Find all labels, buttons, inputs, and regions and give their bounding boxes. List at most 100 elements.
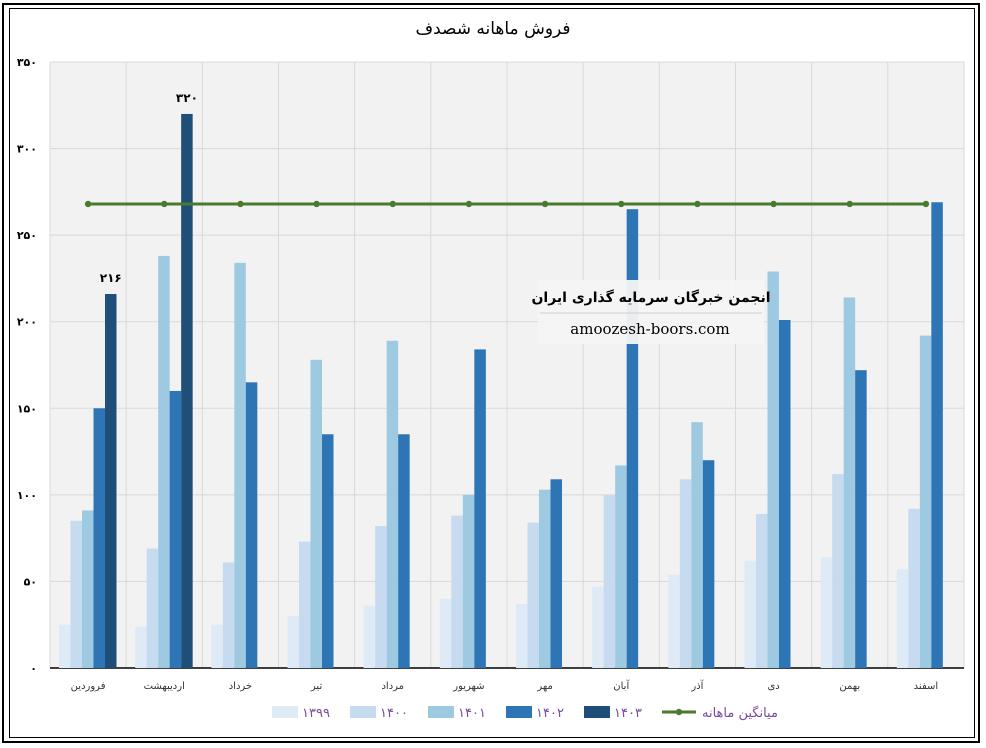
bar xyxy=(375,526,387,668)
bar xyxy=(527,522,539,668)
bar xyxy=(146,548,159,668)
legend-label: ۱۴۰۱ xyxy=(458,706,486,721)
x-tick-label: مهر xyxy=(536,681,552,692)
bar xyxy=(158,255,170,669)
chart-title: فروش ماهانه شصدف xyxy=(415,19,570,39)
bar xyxy=(310,359,322,668)
bar xyxy=(93,408,105,668)
bar xyxy=(919,335,932,668)
bar xyxy=(181,113,193,668)
legend-swatch xyxy=(506,706,532,718)
average-line xyxy=(84,200,930,208)
x-tick-label: آذر xyxy=(690,679,704,692)
y-tick-label: ۱۵۰ xyxy=(17,402,37,415)
bar xyxy=(222,562,235,668)
bar xyxy=(82,510,94,668)
bar xyxy=(70,520,82,668)
x-tick-label: فروردین xyxy=(71,681,106,692)
bar xyxy=(363,605,376,668)
x-tick-label: بهمن xyxy=(839,681,860,692)
y-tick-label: ۳۵۰ xyxy=(17,56,37,69)
legend-swatch xyxy=(350,706,376,718)
bar xyxy=(550,479,562,668)
x-tick-label: شهریور xyxy=(452,681,484,692)
bar xyxy=(855,370,867,668)
average-line-point xyxy=(694,200,701,208)
legend-label: ۱۴۰۰ xyxy=(380,706,408,721)
watermark-box xyxy=(538,280,764,344)
bar xyxy=(322,434,334,668)
y-tick-label: ۱۰۰ xyxy=(17,489,37,502)
average-line-point xyxy=(237,200,244,208)
average-line-point xyxy=(465,200,473,208)
bar xyxy=(691,422,703,668)
bar xyxy=(539,489,551,668)
bar xyxy=(779,319,791,668)
legend-label: ۱۴۰۲ xyxy=(536,706,564,721)
x-tick-label: خرداد xyxy=(229,681,252,692)
data-label: ۳۲۰ xyxy=(176,91,198,105)
average-line-point xyxy=(313,200,320,208)
bar xyxy=(59,624,71,668)
data-labels: ۲۱۶ ۳۲۰ xyxy=(100,91,198,285)
bar xyxy=(516,603,528,668)
average-line-point xyxy=(922,200,930,208)
bar xyxy=(474,349,486,668)
bar xyxy=(679,479,692,668)
bar xyxy=(211,624,223,668)
bar xyxy=(287,616,299,668)
bar xyxy=(908,508,920,668)
legend-label: ۱۳۹۹ xyxy=(302,706,330,721)
outer-frame xyxy=(2,3,980,743)
average-line-point xyxy=(389,200,396,208)
watermark-url: amoozesh-boors.com xyxy=(570,320,729,338)
legend-line-marker xyxy=(675,708,683,716)
bar xyxy=(767,271,779,668)
average-line-point xyxy=(846,200,853,208)
bar xyxy=(439,598,452,668)
bars xyxy=(59,113,943,669)
y-tick-label: ۲۵۰ xyxy=(17,229,37,242)
bar xyxy=(105,294,117,668)
bar xyxy=(832,474,844,668)
bar xyxy=(896,569,909,668)
x-tick-label: اسفند xyxy=(914,681,938,692)
y-tick-label: ۲۰۰ xyxy=(17,316,37,329)
average-line-point xyxy=(618,200,625,208)
bar xyxy=(615,465,627,668)
legend-label: ۱۴۰۳ xyxy=(614,706,642,721)
bar xyxy=(451,515,463,668)
average-line-point xyxy=(770,200,777,208)
x-tick-label: اردیبهشت xyxy=(144,681,185,692)
bar xyxy=(702,460,715,668)
bar xyxy=(744,560,756,668)
inner-frame xyxy=(9,8,975,738)
x-tick-label: دی xyxy=(767,681,779,692)
legend-swatch xyxy=(584,706,610,718)
grid xyxy=(49,61,965,669)
bar xyxy=(820,557,833,668)
bar xyxy=(603,494,616,668)
x-tick-label: آبان xyxy=(613,679,630,692)
bar xyxy=(234,262,246,668)
watermark: انجمن خبرگان سرمایه گذاری ایران amoozesh… xyxy=(531,280,771,344)
bar xyxy=(299,541,311,668)
y-tick-label: ۵۰ xyxy=(24,575,37,588)
bar xyxy=(398,434,410,668)
y-tick-label: ۳۰۰ xyxy=(17,143,37,156)
average-line-point xyxy=(84,200,92,208)
watermark-title: انجمن خبرگان سرمایه گذاری ایران xyxy=(531,289,770,306)
bar xyxy=(626,209,639,668)
bar xyxy=(668,574,680,668)
x-tick-label: تیر xyxy=(310,681,323,692)
y-axis: ۰ ۵۰ ۱۰۰ ۱۵۰ ۲۰۰ ۲۵۰ ۳۰۰ ۳۵۰ xyxy=(17,56,37,675)
bar xyxy=(756,513,768,668)
bar xyxy=(169,390,182,668)
data-label: ۲۱۶ xyxy=(100,271,122,285)
y-tick-label: ۰ xyxy=(30,662,37,675)
legend-label: میانگین ماهانه xyxy=(702,705,778,721)
bar xyxy=(592,586,604,668)
x-axis: فروردین اردیبهشت خرداد تیر مرداد شهریور مهر آبا… xyxy=(71,679,938,692)
bar xyxy=(462,494,475,668)
